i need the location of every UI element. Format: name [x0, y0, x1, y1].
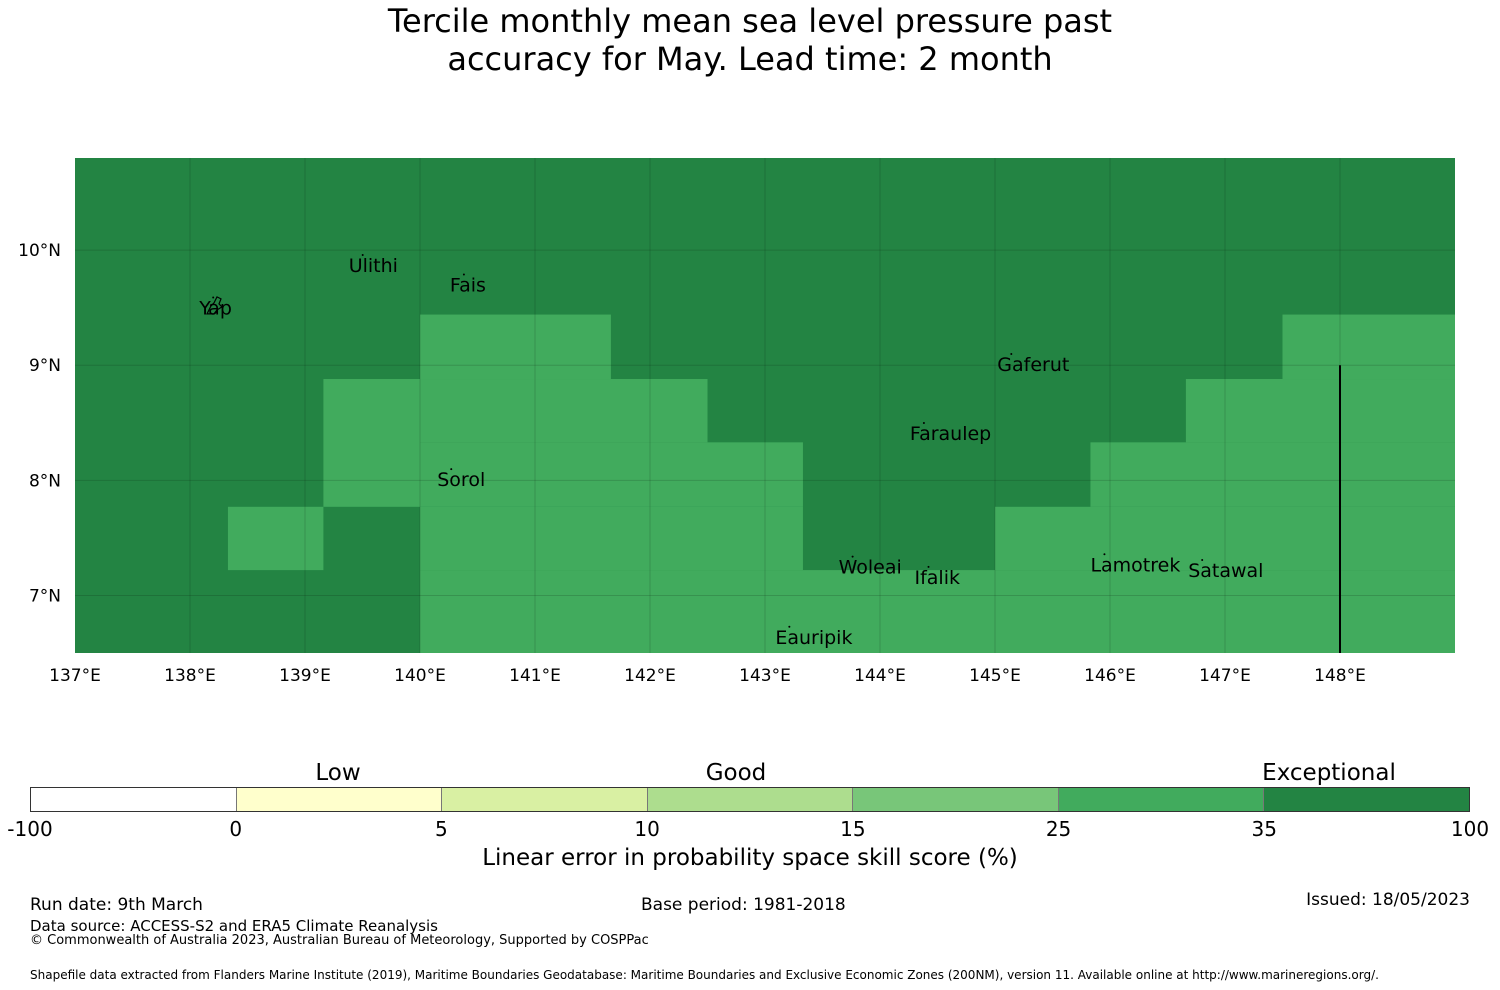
x-tick-label: 140°E	[394, 666, 446, 686]
skill-cell-25-35	[1090, 442, 1455, 507]
island-dot	[1010, 352, 1013, 355]
skill-cell-25-35	[227, 506, 324, 571]
skill-cell-25-35	[420, 442, 803, 507]
skill-cell-25-35	[420, 506, 803, 571]
place-label-eauripik: Eauripik	[775, 627, 852, 649]
copyright: © Commonwealth of Australia 2023, Austra…	[30, 933, 649, 948]
island-dot	[1103, 553, 1106, 556]
colorbar-tick-label: 15	[840, 817, 866, 841]
place-label-woleai: Woleai	[839, 557, 902, 579]
colorbar-title: Linear error in probability space skill …	[482, 845, 1018, 871]
yap-island-shape	[206, 296, 223, 315]
chart-title: Tercile monthly mean sea level pressure …	[0, 2, 1500, 78]
island-dot	[450, 468, 453, 471]
skill-cell-25-35	[323, 379, 420, 507]
title-line-2: accuracy for May. Lead time: 2 month	[447, 40, 1053, 78]
run-date: Run date: 9th March	[30, 895, 203, 915]
skill-cell-25-35	[1282, 314, 1455, 380]
island-dot	[927, 565, 930, 568]
place-label-sorol: Sorol	[437, 469, 485, 491]
legend-category-exceptional: Exceptional	[1262, 760, 1396, 786]
island-dot	[361, 253, 364, 256]
colorbar-segment-3	[647, 788, 854, 811]
colorbar-segment-5	[1058, 788, 1265, 811]
x-tick-label: 144°E	[854, 666, 906, 686]
island-dot	[462, 273, 465, 276]
data-source: Data source: ACCESS-S2 and ERA5 Climate …	[30, 917, 438, 935]
y-tick-label: 8°N	[29, 471, 61, 491]
place-label-satawal: Satawal	[1188, 560, 1263, 582]
place-label-faraulep: Faraulep	[910, 423, 991, 445]
x-tick-label: 145°E	[969, 666, 1021, 686]
colorbar-segment-4	[853, 788, 1059, 811]
skill-cell-25-35	[995, 506, 1455, 571]
legend-category-low: Low	[315, 760, 361, 786]
place-label-gaferut: Gaferut	[997, 354, 1069, 376]
title-line-1: Tercile monthly mean sea level pressure …	[387, 2, 1113, 40]
colorbar-tick-label: 5	[435, 817, 448, 841]
island-dot	[1201, 559, 1204, 562]
place-label-lamotrek: Lamotrek	[1090, 554, 1180, 576]
x-tick-label: 139°E	[279, 666, 331, 686]
place-label-yap: Yap	[198, 298, 232, 320]
shapefile-credit: Shapefile data extracted from Flanders M…	[30, 968, 1379, 982]
map-plot: 137°E 138°E 139°E 140°E 141°E 142°E 143°E 144°E…	[18, 158, 1455, 686]
colorbar-tick-label: 10	[634, 817, 660, 841]
issued-date: Issued: 18/05/2023	[1306, 890, 1470, 910]
x-tick-label: 141°E	[509, 666, 561, 686]
place-label-ulithi: Ulithi	[349, 255, 398, 277]
island-dot	[212, 296, 215, 299]
colorbar-tick-label: 35	[1251, 817, 1278, 841]
x-tick-label: 138°E	[164, 666, 216, 686]
y-tick-label: 9°N	[29, 356, 61, 376]
island-dot	[851, 555, 854, 558]
y-tick-label: 7°N	[29, 586, 61, 606]
x-tick-label: 143°E	[739, 666, 791, 686]
colorbar	[30, 787, 1470, 812]
place-label-ifalik: Ifalik	[915, 567, 961, 589]
colorbar-segment-6	[1264, 788, 1470, 811]
skill-cell-25-35	[420, 570, 1455, 653]
place-label-fais: Fais	[450, 275, 486, 297]
colorbar-tick-label: -100	[7, 817, 53, 841]
colorbar-tick-label: 25	[1045, 817, 1072, 841]
base-period: Base period: 1981-2018	[641, 895, 846, 915]
skill-cell-25-35	[420, 314, 611, 380]
colorbar-tick-label: 100	[1450, 817, 1490, 841]
skill-cell-25-35	[1185, 379, 1455, 443]
x-tick-label: 146°E	[1084, 666, 1136, 686]
x-tick-label: 148°E	[1314, 666, 1366, 686]
x-tick-label: 147°E	[1199, 666, 1251, 686]
colorbar-segment-1	[236, 788, 443, 811]
x-tick-label: 137°E	[49, 666, 101, 686]
skill-cell-25-35	[420, 379, 708, 443]
y-tick-label: 10°N	[18, 241, 61, 261]
legend-category-good: Good	[705, 760, 767, 786]
island-dot	[922, 422, 925, 425]
colorbar-segment-0	[31, 788, 237, 811]
colorbar-segment-2	[442, 788, 648, 811]
island-dot	[788, 625, 791, 628]
x-tick-label: 142°E	[624, 666, 676, 686]
colorbar-tick-label: 0	[229, 817, 243, 841]
